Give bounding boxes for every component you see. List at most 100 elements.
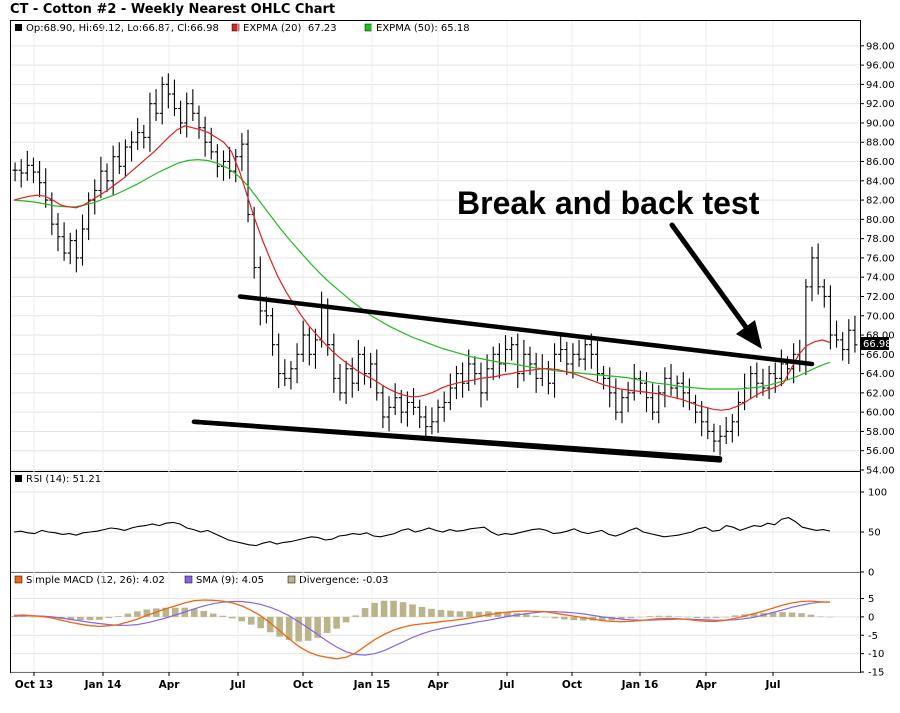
divergence-bar xyxy=(817,616,824,618)
ohlc-bar xyxy=(411,388,417,416)
ohlc-bar xyxy=(190,89,196,122)
divergence-bar xyxy=(399,602,407,617)
divergence-bar xyxy=(238,616,246,622)
price-tick-label: 86.00 xyxy=(866,157,895,168)
divergence-bar xyxy=(342,616,350,623)
divergence-bar xyxy=(162,607,170,617)
divergence-bar xyxy=(703,616,710,619)
price-tick-label: 56.00 xyxy=(866,446,895,457)
ohlc-bar xyxy=(815,243,821,295)
legend-swatch-ema50 xyxy=(364,23,373,32)
divergence-bar xyxy=(371,602,378,617)
ohlc-bar xyxy=(404,391,410,427)
legend-ema50: EXPMA (50): 65.18 xyxy=(376,23,470,34)
ohlc-bar xyxy=(43,168,49,208)
rsi-tick-label: 100 xyxy=(868,488,887,499)
ohlc-bar xyxy=(276,333,282,389)
ohlc-bar xyxy=(429,407,435,435)
ohlc-bar xyxy=(840,332,846,361)
divergence-bar xyxy=(494,611,502,617)
ohlc-bar xyxy=(650,383,656,420)
ohlc-bar xyxy=(613,378,619,420)
ema50-line-group xyxy=(13,158,831,390)
divergence-bar xyxy=(646,616,654,617)
ohlc-bar xyxy=(564,341,570,376)
divergence-bar xyxy=(257,616,264,629)
divergence-bar xyxy=(674,616,682,618)
ohlc-bar xyxy=(288,361,294,390)
ohlc-bar xyxy=(116,142,122,175)
ohlc-bar xyxy=(30,157,36,184)
price-tick-label: 54.00 xyxy=(866,466,895,477)
divergence-bar xyxy=(115,616,122,617)
divergence-bar xyxy=(504,612,511,617)
ohlc-bar xyxy=(766,365,772,400)
ohlc-bar xyxy=(545,361,551,395)
legend-swatch-macd-signal xyxy=(184,575,193,584)
divergence-bar xyxy=(295,616,302,642)
divergence-bar xyxy=(314,616,321,638)
last-price-label: 66.98 xyxy=(863,339,892,350)
ohlc-bar xyxy=(362,346,367,385)
ohlc-bar xyxy=(711,423,717,453)
ema20-line-group xyxy=(13,125,831,411)
ohlc-bar xyxy=(680,372,686,408)
ohlc-bar xyxy=(135,118,141,150)
rsi-line-group xyxy=(13,517,831,547)
ohlc-bar xyxy=(202,116,208,157)
ohlc-bar xyxy=(656,385,662,424)
ohlc-bar xyxy=(306,327,312,366)
ohlc-bar xyxy=(73,229,79,273)
divergence-bar xyxy=(247,616,255,625)
divergence-bar xyxy=(684,616,691,618)
ohlc-bar xyxy=(147,92,153,152)
ohlc-bar xyxy=(37,161,43,198)
ohlc-bar xyxy=(398,389,404,424)
ohlc-bar xyxy=(337,363,343,401)
ohlc-bar xyxy=(349,357,355,398)
ohlc-bar xyxy=(631,363,637,401)
divergence-bar xyxy=(580,616,587,621)
ohlc-bar xyxy=(257,256,263,326)
divergence-bar xyxy=(172,607,179,617)
divergence-bar xyxy=(333,616,340,629)
divergence-bar xyxy=(352,615,359,617)
price-tick-label: 84.00 xyxy=(866,176,895,187)
ohlc-bar xyxy=(392,383,398,416)
arrow-head xyxy=(736,320,762,349)
x-tick-label: Jul xyxy=(499,679,515,691)
ohlc-bars xyxy=(12,73,858,456)
ohlc-bar xyxy=(184,92,190,138)
ohlc-bar xyxy=(55,213,61,252)
price-tick-label: 62.00 xyxy=(866,388,895,399)
price-tick-label: 66.00 xyxy=(866,350,895,361)
ohlc-bar xyxy=(104,163,110,192)
ohlc-bar xyxy=(153,89,159,122)
ohlc-bar xyxy=(208,127,214,160)
ohlc-bar xyxy=(637,370,643,395)
divergence-bar xyxy=(750,613,758,617)
ohlc-bar xyxy=(24,150,30,181)
price-tick-label: 72.00 xyxy=(866,292,895,303)
ohlc-bar xyxy=(662,367,668,408)
ohlc-bar xyxy=(460,362,466,398)
annotation-arrow xyxy=(669,222,762,349)
ema50-line xyxy=(13,158,831,390)
ohlc-bar xyxy=(233,148,239,183)
divergence-bar xyxy=(466,611,473,617)
last-price-tag xyxy=(861,337,889,350)
ohlc-bar xyxy=(693,394,699,424)
legend-ema20: EXPMA (20): 67.23 xyxy=(243,23,337,34)
divergence-bar xyxy=(447,610,454,617)
rsi-tick-label: 0 xyxy=(868,568,874,579)
ohlc-bar xyxy=(515,333,521,389)
trendlines xyxy=(191,294,815,463)
ohlc-bar xyxy=(735,391,741,437)
ohlc-bar xyxy=(496,343,502,379)
ohlc-bar xyxy=(98,156,104,199)
divergence-bar xyxy=(20,616,27,617)
ohlc-bar xyxy=(607,367,613,408)
ohlc-bar xyxy=(331,333,337,393)
divergence-bar xyxy=(361,608,369,617)
